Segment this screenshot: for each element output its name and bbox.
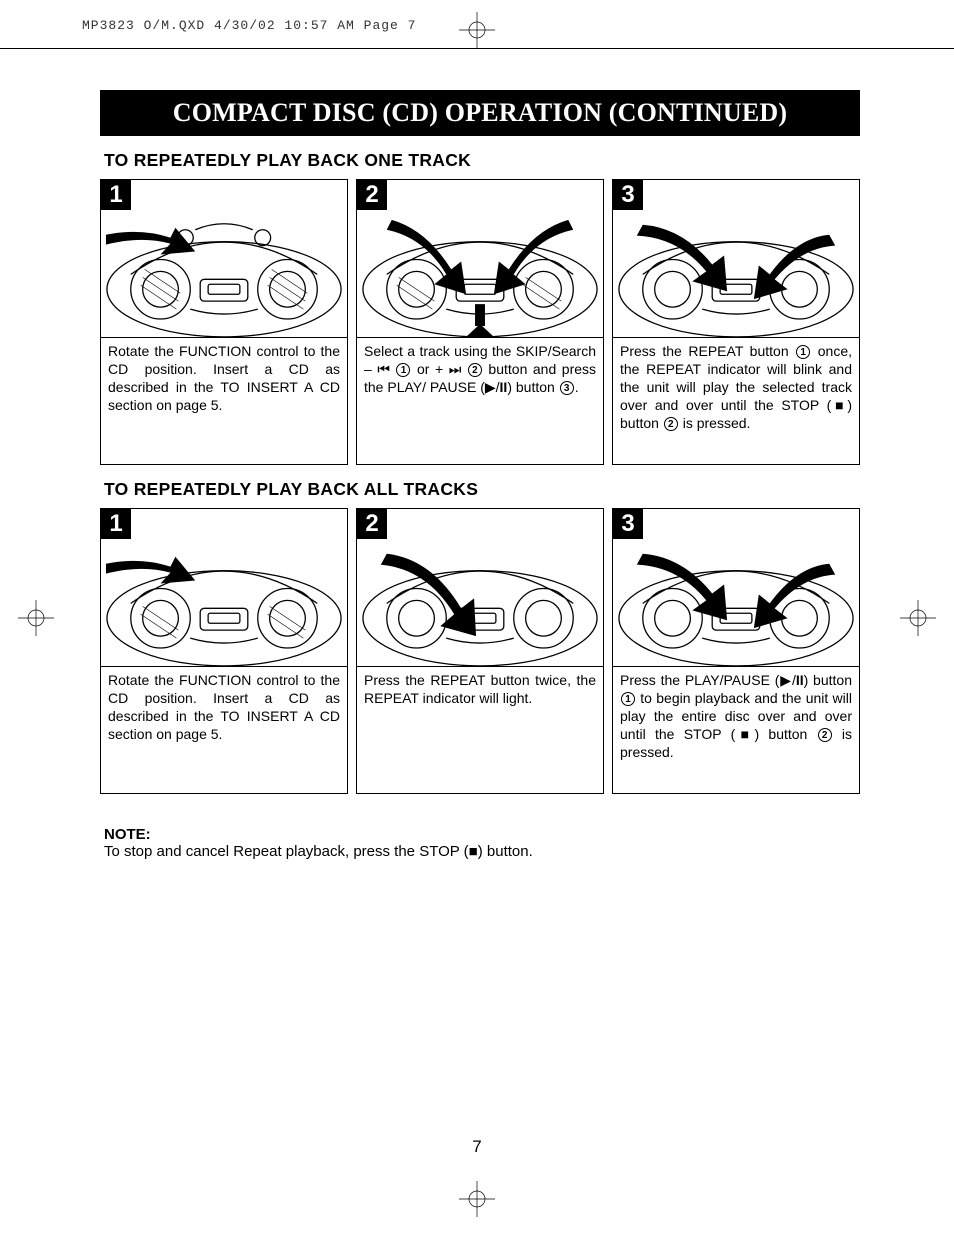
- step-number: 1: [101, 509, 131, 539]
- step-caption: Press the REPEAT button twice, the REPEA…: [357, 667, 603, 793]
- section2-step1: 1: [100, 508, 348, 794]
- section1-step1: 1: [100, 179, 348, 465]
- illustration: 3: [613, 509, 859, 667]
- manual-page: MP3823 O/M.QXD 4/30/02 10:57 AM Page 7 C…: [0, 0, 954, 1235]
- section2-heading: TO REPEATEDLY PLAY BACK ALL TRACKS: [104, 479, 860, 500]
- note-block: NOTE: To stop and cancel Repeat playback…: [104, 826, 860, 860]
- step-number: 1: [101, 180, 131, 210]
- step-caption: Rotate the FUNCTION control to the CD po…: [101, 338, 347, 464]
- step-number: 2: [357, 180, 387, 210]
- note-text: To stop and cancel Repeat playback, pres…: [104, 843, 860, 860]
- illustration: 2: [357, 509, 603, 667]
- header-rule: [0, 48, 954, 49]
- section1-step2: 2: [356, 179, 604, 465]
- section1-step3: 3: [612, 179, 860, 465]
- note-label: NOTE:: [104, 826, 860, 843]
- section1-heading: TO REPEATEDLY PLAY BACK ONE TRACK: [104, 150, 860, 171]
- step-caption: Press the PLAY/PAUSE (▶/II) button 1 to …: [613, 667, 859, 793]
- registration-mark-left: [18, 600, 54, 636]
- registration-mark-right: [900, 600, 936, 636]
- page-number: 7: [472, 1137, 481, 1157]
- illustration: 3: [613, 180, 859, 338]
- step-number: 3: [613, 180, 643, 210]
- illustration: 2: [357, 180, 603, 338]
- step-caption: Rotate the FUNCTION control to the CD po…: [101, 667, 347, 793]
- section2-step2: 2: [356, 508, 604, 794]
- step-number: 2: [357, 509, 387, 539]
- step-caption: Select a track using the SKIP/Search – ⏮…: [357, 338, 603, 464]
- page-title: COMPACT DISC (CD) OPERATION (CONTINUED): [100, 90, 860, 136]
- section2-step3: 3: [612, 508, 860, 794]
- content-area: COMPACT DISC (CD) OPERATION (CONTINUED) …: [100, 90, 860, 860]
- step-number: 3: [613, 509, 643, 539]
- illustration: 1: [101, 180, 347, 338]
- section1-row: 1: [100, 179, 860, 465]
- step-caption: Press the REPEAT button 1 once, the REPE…: [613, 338, 859, 464]
- section2-row: 1: [100, 508, 860, 794]
- illustration: 1: [101, 509, 347, 667]
- registration-mark-top: [459, 12, 495, 48]
- file-header: MP3823 O/M.QXD 4/30/02 10:57 AM Page 7: [82, 18, 416, 33]
- registration-mark-bottom: [459, 1181, 495, 1217]
